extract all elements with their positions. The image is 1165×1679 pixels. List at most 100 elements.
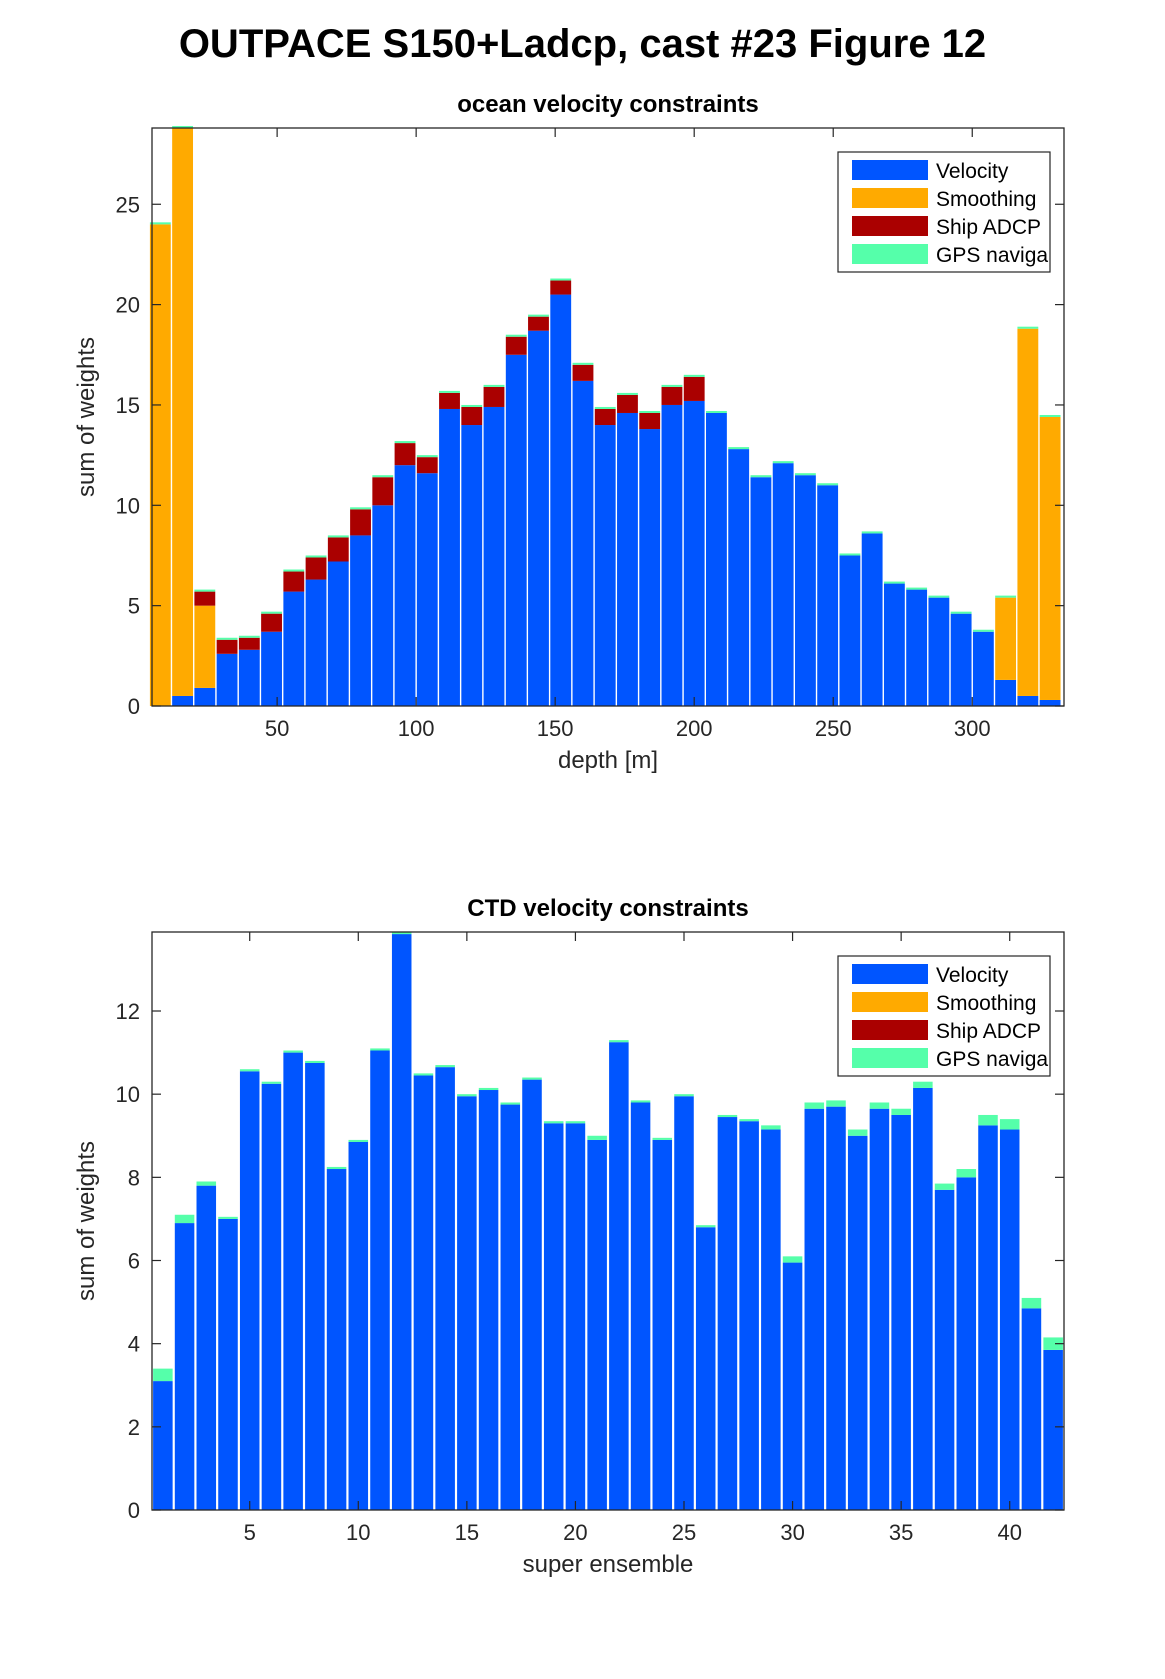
bar-gps-naviga <box>906 587 928 590</box>
bar-velocity <box>528 330 549 706</box>
bar-gps-naviga <box>630 1100 651 1103</box>
bar-velocity <box>891 1114 911 1510</box>
bar-velocity <box>413 1075 434 1510</box>
bar-gps-naviga <box>543 1121 564 1124</box>
axes-frame <box>151 931 1065 1511</box>
y-tick-label: 20 <box>116 293 140 318</box>
x-tick-label: 40 <box>997 1520 1021 1545</box>
bar-velocity <box>572 380 594 707</box>
bar-gps-naviga <box>772 461 794 464</box>
bar-smoothing <box>995 597 1017 680</box>
bar-ship-adcp <box>350 509 371 536</box>
x-axis-label: super ensemble <box>523 1551 694 1578</box>
bar-ship-adcp <box>305 557 327 580</box>
bar-velocity <box>594 425 616 706</box>
bar-gps-naviga <box>370 1048 390 1051</box>
bar-smoothing <box>172 128 194 696</box>
axes-title: ocean velocity constraints <box>457 91 758 118</box>
bar-velocity <box>1017 695 1039 706</box>
bar-velocity <box>972 631 994 706</box>
bar-gps-naviga <box>413 1073 434 1076</box>
x-tick-label: 150 <box>537 716 574 741</box>
bar-velocity <box>261 1083 282 1510</box>
bar-gps-naviga <box>739 1119 759 1122</box>
bar-velocity <box>652 1139 673 1510</box>
bar-velocity <box>995 679 1017 706</box>
bar-gps-naviga <box>528 314 549 317</box>
bars <box>149 125 1061 707</box>
legend-label: Velocity <box>936 964 1009 987</box>
bar-gps-naviga <box>305 1060 325 1063</box>
bar-smoothing <box>1039 417 1061 700</box>
x-tick-label: 20 <box>563 1520 587 1545</box>
x-tick-label: 300 <box>954 716 991 741</box>
bar-ship-adcp <box>483 386 505 407</box>
chart-2: 5 10 15 20 25 30 35 40 0 2 4 6 8 10 12 CTD velocity con… <box>73 895 1065 1578</box>
bar-velocity <box>817 485 839 706</box>
bar-velocity <box>999 1129 1020 1510</box>
bar-gps-naviga <box>804 1102 825 1109</box>
bar-smoothing <box>149 224 171 706</box>
legend-swatch-smoothing <box>852 992 928 1012</box>
y-axis-label: sum of weights <box>73 1141 100 1301</box>
bar-gps-naviga <box>500 1102 521 1105</box>
bar-gps-naviga <box>394 441 416 444</box>
bar-gps-naviga <box>717 1114 738 1118</box>
legend-swatch-velocity <box>852 964 928 984</box>
bar-gps-naviga <box>391 932 412 935</box>
bar-velocity <box>717 1117 738 1510</box>
legend-swatch-gps <box>852 1048 928 1068</box>
x-tick-label: 30 <box>780 1520 804 1545</box>
legend-label: GPS naviga <box>936 1048 1048 1071</box>
bar-gps-naviga <box>326 1166 347 1170</box>
legend-label: Ship ADCP <box>936 216 1041 239</box>
bar-velocity <box>695 1227 716 1510</box>
bar-gps-naviga <box>305 555 327 558</box>
bar-velocity <box>391 934 412 1510</box>
bar-velocity <box>928 597 950 707</box>
x-tick-label: 50 <box>265 716 289 741</box>
bar-gps-naviga <box>483 384 505 387</box>
bar-velocity <box>728 449 750 706</box>
bar-velocity <box>416 473 438 706</box>
bar-velocity <box>238 649 260 706</box>
bar-gps-naviga <box>457 1094 477 1097</box>
bar-velocity <box>956 1177 977 1510</box>
bar-velocity <box>261 631 282 706</box>
bar-velocity <box>216 653 238 706</box>
y-axis-label: sum of weights <box>73 337 100 497</box>
bar-ship-adcp <box>550 280 572 295</box>
bar-gps-naviga <box>435 1065 455 1068</box>
bar-gps-naviga <box>238 635 260 638</box>
bar-ship-adcp <box>505 336 527 355</box>
bar-velocity <box>804 1108 825 1510</box>
bar-gps-naviga <box>782 1256 803 1263</box>
bar-gps-naviga <box>1021 1297 1042 1309</box>
bar-gps-naviga <box>999 1119 1020 1130</box>
bar-gps-naviga <box>978 1114 998 1126</box>
bar-gps-naviga <box>839 553 861 556</box>
bar-ship-adcp <box>461 406 483 426</box>
bar-gps-naviga <box>372 475 394 478</box>
bar-ship-adcp <box>661 386 683 405</box>
x-axis-label: depth [m] <box>558 747 658 774</box>
bar-velocity <box>370 1050 390 1510</box>
bar-velocity <box>1043 1349 1063 1510</box>
bar-ship-adcp <box>416 457 438 474</box>
bar-gps-naviga <box>1039 414 1061 417</box>
legend: Velocity Smoothing Ship ADCP GPS naviga <box>837 151 1051 273</box>
bar-gps-naviga <box>847 1129 868 1136</box>
bar-velocity <box>861 533 883 706</box>
bar-gps-naviga <box>261 1081 282 1084</box>
bar-gps-naviga <box>350 507 371 510</box>
bar-velocity <box>750 477 772 706</box>
bar-gps-naviga <box>218 1216 238 1219</box>
bar-gps-naviga <box>728 447 750 450</box>
bar-gps-naviga <box>913 1081 933 1088</box>
bar-ship-adcp <box>439 392 460 409</box>
bar-ship-adcp <box>394 443 416 466</box>
axes-frame <box>151 127 1065 707</box>
bar-ship-adcp <box>594 408 616 426</box>
bar-velocity <box>683 400 705 706</box>
